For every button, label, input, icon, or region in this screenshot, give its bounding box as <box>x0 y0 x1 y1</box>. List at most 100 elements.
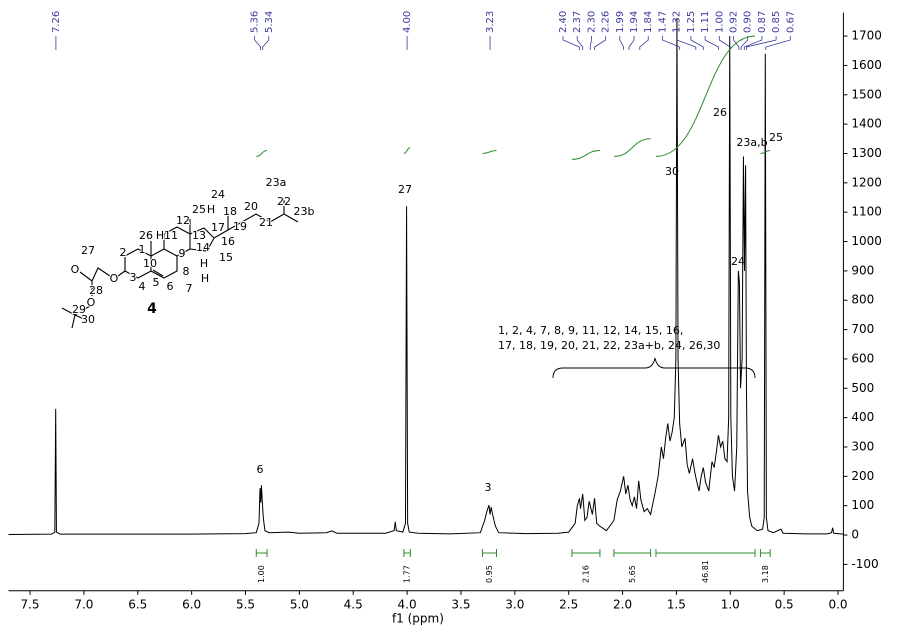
integral-curve <box>613 138 651 157</box>
peak-label: 1.94 <box>629 11 640 33</box>
annotation: 24 <box>731 255 745 268</box>
atom-label: 26 <box>139 229 153 242</box>
integral-curve <box>482 150 497 154</box>
atom-label: H <box>207 203 215 216</box>
atom-label: 18 <box>223 205 237 218</box>
x-tick-label: 7.0 <box>74 597 93 611</box>
integral-curve <box>403 147 411 154</box>
peak-connector <box>690 36 704 50</box>
y-tick-label: 200 <box>851 469 874 483</box>
atom-label: 10 <box>143 257 157 270</box>
atom-label: 23b <box>294 205 315 218</box>
x-tick-label: 3.0 <box>505 597 524 611</box>
y-tick-label: 700 <box>851 322 874 336</box>
peak-label: 0.67 <box>785 11 796 33</box>
atom-label: 3 <box>130 271 137 284</box>
atom-label: 9 <box>179 247 186 260</box>
y-tick-label: 1200 <box>851 175 882 189</box>
peak-label: 1.00 <box>714 11 725 33</box>
y-tick-label: 1400 <box>851 117 882 131</box>
y-tick-label: -100 <box>851 557 878 571</box>
atom-label: 21 <box>259 216 273 229</box>
annotation: 1, 2, 4, 7, 8, 9, 11, 12, 14, 15, 16, <box>498 324 683 337</box>
atom-label: 25 <box>192 203 206 216</box>
atom-label: 23a <box>266 176 287 189</box>
annotation: 3 <box>485 481 492 494</box>
ring-b <box>150 248 178 279</box>
peak-label: 0.90 <box>743 11 754 33</box>
x-tick-label: 3.5 <box>451 597 470 611</box>
atom-label: 1 <box>139 243 146 256</box>
peak-label: 3.23 <box>485 11 496 33</box>
x-tick-label: 0.0 <box>828 597 847 611</box>
y-tick-label: 0 <box>851 528 859 542</box>
ring-c <box>163 226 191 257</box>
peak-label: 1.99 <box>615 11 626 33</box>
x-tick-label: 0.5 <box>775 597 794 611</box>
peak-connector <box>639 36 649 50</box>
annotation-brace <box>552 357 756 379</box>
integral-curve <box>256 150 268 157</box>
annotation: 6 <box>257 463 264 476</box>
peak-label: 1.84 <box>643 11 654 33</box>
annotation: 23a,b <box>736 136 767 149</box>
atom-label: 6 <box>167 280 174 293</box>
peak-connector <box>743 36 763 50</box>
x-tick-label: 1.0 <box>721 597 740 611</box>
atom-label: H <box>201 272 209 285</box>
peak-label: 2.40 <box>558 11 569 33</box>
annotation: 27 <box>398 183 412 196</box>
y-tick-label: 1700 <box>851 29 882 43</box>
annotation: 25 <box>769 131 783 144</box>
peak-label: 1.47 <box>658 11 669 33</box>
integral-label: 1.00 <box>257 565 266 583</box>
peak-label: 7.26 <box>51 11 62 33</box>
peak-connector <box>619 36 625 50</box>
y-tick-label: 900 <box>851 263 874 277</box>
peak-label: 1.25 <box>686 11 697 33</box>
peak-connector <box>562 36 580 50</box>
annotation: 17, 18, 19, 20, 21, 22, 23a+b, 24, 26,30 <box>498 339 720 352</box>
atom-label: 5 <box>153 276 160 289</box>
peak-connector <box>262 36 270 50</box>
x-tick-label: 1.5 <box>667 597 686 611</box>
peak-label: 2.37 <box>572 11 583 33</box>
atom-label: 27 <box>81 244 95 257</box>
y-tick-label: 600 <box>851 351 874 365</box>
atom-label: 12 <box>176 214 190 227</box>
integral-label: 46.81 <box>701 560 710 583</box>
peak-connector <box>765 36 791 50</box>
x-tick-label: 5.0 <box>290 597 309 611</box>
x-tick-label: 6.0 <box>182 597 201 611</box>
integral-label: 5.65 <box>628 565 637 583</box>
peak-connector <box>576 36 584 50</box>
y-tick-label: 800 <box>851 293 874 307</box>
peak-label: 2.30 <box>586 11 597 33</box>
y-tick-label: 1000 <box>851 234 882 248</box>
structure-bonds <box>61 198 299 329</box>
atom-label: 30 <box>81 313 95 326</box>
x-tick-label: 7.5 <box>20 597 39 611</box>
peak-connector <box>662 36 681 50</box>
peak-connector <box>589 36 592 50</box>
integral-label: 1.77 <box>403 565 412 583</box>
annotation: 26 <box>713 106 727 119</box>
y-tick-label: 1300 <box>851 146 882 160</box>
atom-label: 19 <box>233 220 247 233</box>
y-tick-label: 100 <box>851 498 874 512</box>
x-tick-label: 6.5 <box>128 597 147 611</box>
atom-label: H <box>200 257 208 270</box>
atom-label: 28 <box>89 284 103 297</box>
y-tick-label: 1600 <box>851 58 882 72</box>
atom-label: H <box>156 229 164 242</box>
ester-chain <box>61 267 126 329</box>
integral-label: 3.18 <box>761 565 770 583</box>
integral-curve <box>760 150 771 154</box>
atom-label: 8 <box>183 265 190 278</box>
atom-label: O <box>71 263 80 276</box>
atom-label: O <box>110 272 119 285</box>
peak-label: 1.11 <box>700 11 711 33</box>
y-tick-label: 400 <box>851 410 874 424</box>
atom-label: 4 <box>139 280 146 293</box>
